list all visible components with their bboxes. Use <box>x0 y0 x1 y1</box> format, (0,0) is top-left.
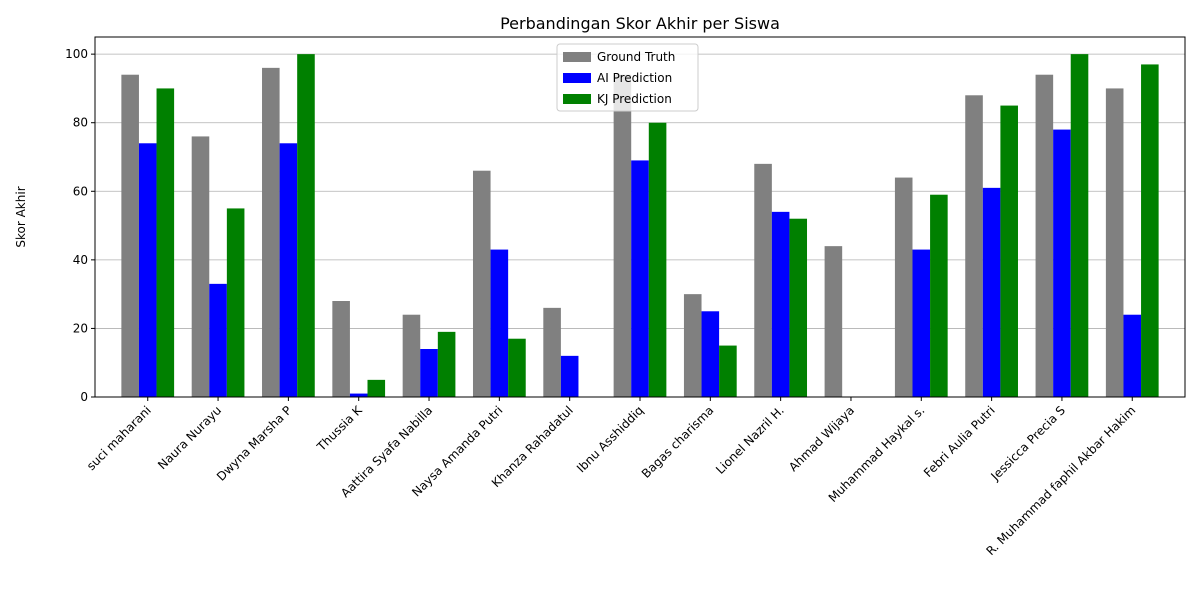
y-tick-label: 80 <box>73 116 88 130</box>
bar-ground-truth <box>824 246 843 397</box>
legend-label: KJ Prediction <box>597 92 672 106</box>
bar-ai-prediction <box>1053 129 1071 398</box>
bar-ground-truth <box>402 314 421 397</box>
bar-ground-truth <box>683 294 702 397</box>
bar-kj-prediction <box>156 88 175 397</box>
bar-ai-prediction <box>701 311 720 397</box>
bar-kj-prediction <box>719 345 737 397</box>
bar-ai-prediction <box>138 143 157 397</box>
bar-ai-prediction <box>771 211 790 397</box>
bar-ground-truth <box>543 307 561 397</box>
bars-layer <box>121 54 1159 398</box>
bar-kj-prediction <box>789 218 808 397</box>
bar-ai-prediction <box>631 160 649 397</box>
legend-swatch <box>563 73 591 83</box>
bar-ground-truth <box>332 301 350 397</box>
bar-kj-prediction <box>367 379 386 397</box>
bar-ai-prediction <box>560 355 579 397</box>
bar-kj-prediction <box>930 194 948 397</box>
bar-ground-truth <box>262 67 280 397</box>
bar-ai-prediction <box>279 143 298 397</box>
bar-kj-prediction <box>508 338 526 397</box>
y-axis-label: Skor Akhir <box>14 186 28 247</box>
y-tick-label: 40 <box>73 253 88 267</box>
legend-label: Ground Truth <box>597 50 675 64</box>
bar-kj-prediction <box>437 331 456 397</box>
bar-ground-truth <box>1105 88 1124 397</box>
bar-ground-truth <box>191 136 210 397</box>
bar-ground-truth <box>1035 74 1054 397</box>
bar-ai-prediction <box>420 349 438 397</box>
bar-ground-truth <box>472 170 491 397</box>
legend-swatch <box>563 94 591 104</box>
y-tick-label: 20 <box>73 321 88 335</box>
legend-swatch <box>563 52 591 62</box>
legend-label: AI Prediction <box>597 71 672 85</box>
y-axis: 0 20 40 60 80 100 <box>65 47 95 404</box>
bar-ai-prediction <box>209 283 227 397</box>
bar-ai-prediction <box>982 187 1001 397</box>
bar-ground-truth <box>965 95 983 398</box>
bar-kj-prediction <box>297 54 315 398</box>
y-tick-label: 0 <box>80 390 88 404</box>
bar-ai-prediction <box>349 393 368 397</box>
bar-ground-truth <box>121 74 139 397</box>
bar-kj-prediction <box>648 122 667 397</box>
bar-ground-truth <box>754 163 772 397</box>
bar-ground-truth <box>613 74 632 397</box>
legend-box <box>556 43 699 112</box>
bar-kj-prediction <box>1000 105 1018 398</box>
chart-title: Perbandingan Skor Akhir per Siswa <box>500 14 780 33</box>
legend: Ground Truth AI Prediction KJ Prediction <box>556 43 699 112</box>
bar-ai-prediction <box>490 249 509 397</box>
bar-kj-prediction <box>226 208 245 397</box>
bar-kj-prediction <box>1070 54 1089 398</box>
bar-ground-truth <box>894 177 913 397</box>
y-tick-label: 100 <box>65 47 88 61</box>
bar-ai-prediction <box>912 249 931 397</box>
bar-ai-prediction <box>1123 314 1142 397</box>
bar-kj-prediction <box>1141 64 1159 397</box>
y-tick-label: 60 <box>73 184 88 198</box>
